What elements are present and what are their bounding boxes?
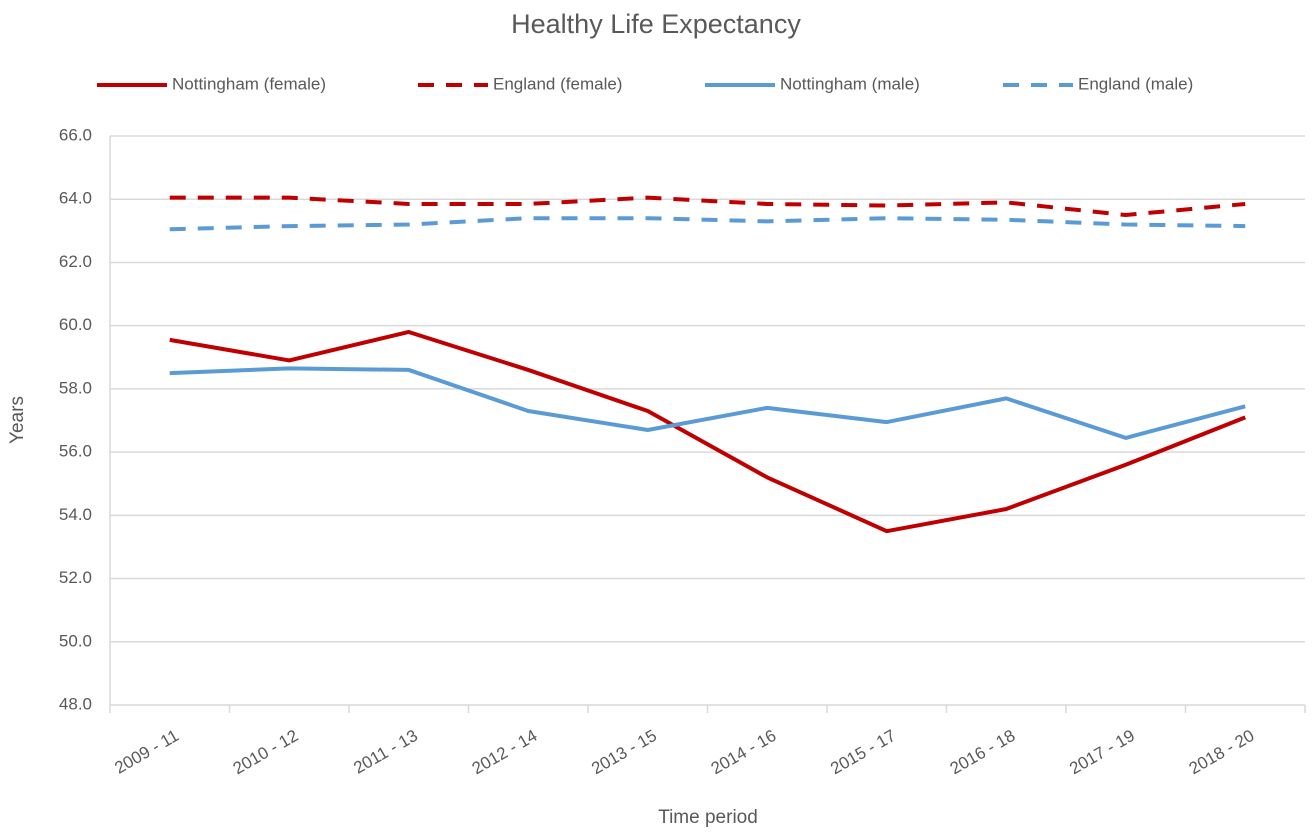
x-tick-label: 2010 - 12 [230,726,302,778]
y-tick-label: 52.0 [59,568,92,587]
x-tick-label: 2015 - 17 [827,726,899,778]
y-tick-label: 64.0 [59,189,92,208]
series-line [169,216,1246,232]
x-tick-label: 2013 - 15 [588,726,660,778]
chart-title: Healthy Life Expectancy [511,9,801,39]
series-line [169,195,1246,218]
x-tick-label: 2016 - 18 [947,726,1019,778]
x-tick-label: 2012 - 14 [469,726,541,778]
y-tick-label: 66.0 [59,125,92,144]
x-tick-label: 2018 - 20 [1186,726,1258,778]
x-tick-label: 2017 - 19 [1066,726,1138,778]
y-tick-label: 58.0 [59,378,92,397]
legend-label: Nottingham (female) [172,74,326,93]
legend-label: England (male) [1078,74,1193,93]
x-tick-label: 2011 - 13 [350,726,421,778]
series-line [169,366,1246,440]
y-tick-label: 48.0 [59,694,92,713]
y-tick-label: 56.0 [59,442,92,461]
series-line [169,329,1246,534]
y-tick-label: 62.0 [59,252,92,271]
x-tick-label: 2014 - 16 [708,726,780,778]
legend-label: Nottingham (male) [780,74,920,93]
y-tick-label: 50.0 [59,631,92,650]
x-tick-label: 2009 - 11 [111,726,182,778]
y-tick-label: 54.0 [59,505,92,524]
y-tick-label: 60.0 [59,315,92,334]
y-axis-label: Years [7,396,28,444]
x-axis-label: Time period [658,807,758,828]
legend-label: England (female) [493,74,622,93]
